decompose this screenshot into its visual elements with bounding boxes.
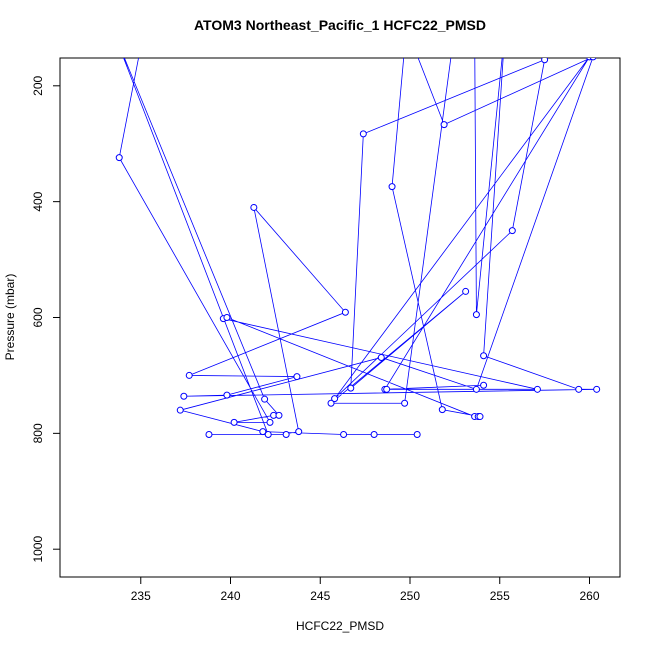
data-point — [472, 385, 480, 393]
x-tick-label: 240 — [220, 589, 240, 603]
y-tick-label: 800 — [31, 423, 45, 443]
data-point — [340, 431, 348, 439]
data-point — [502, 25, 508, 31]
data-point — [401, 399, 409, 407]
data-point — [593, 385, 601, 393]
x-tick-label: 250 — [400, 589, 420, 603]
plot-area — [109, 25, 601, 439]
data-point — [440, 121, 448, 129]
y-axis-title: Pressure (mbar) — [3, 274, 17, 361]
data-point — [589, 58, 597, 61]
data-point — [259, 428, 267, 436]
data-point — [185, 371, 193, 379]
data-point — [327, 399, 335, 407]
data-point — [413, 431, 421, 439]
data-point — [472, 311, 480, 319]
data-point — [295, 428, 303, 436]
data-point — [282, 431, 290, 439]
y-tick-label: 600 — [31, 307, 45, 327]
data-point — [275, 411, 283, 419]
data-point — [476, 413, 484, 421]
y-tick-label: 400 — [31, 191, 45, 211]
data-point — [480, 381, 488, 389]
plot-frame — [59, 57, 621, 578]
data-point — [438, 406, 446, 414]
data-point — [575, 385, 583, 393]
data-point — [293, 373, 301, 381]
data-point — [347, 384, 355, 392]
y-tick-label: 200 — [31, 75, 45, 95]
data-point — [480, 352, 488, 360]
data-point — [176, 406, 184, 414]
data-point — [331, 395, 339, 403]
data-point — [508, 227, 516, 235]
data-point — [141, 25, 147, 31]
x-tick-label: 245 — [310, 589, 330, 603]
data-line — [118, 58, 597, 435]
data-point — [359, 130, 367, 138]
data-point — [115, 154, 123, 162]
data-point — [223, 314, 231, 321]
data-point — [180, 392, 188, 400]
data-point — [370, 431, 378, 439]
data-point — [266, 418, 274, 426]
data-point — [388, 183, 396, 191]
data-point — [223, 391, 231, 399]
data-point — [377, 353, 385, 361]
x-tick-label: 255 — [490, 589, 510, 603]
data-point — [341, 308, 349, 316]
y-tick-label: 1000 — [31, 536, 45, 563]
data-point — [205, 431, 213, 439]
x-tick-label: 235 — [131, 589, 151, 603]
data-point — [109, 25, 115, 31]
x-axis-title: HCFC22_PMSD — [296, 619, 384, 633]
data-point — [541, 58, 549, 64]
data-point — [261, 395, 269, 403]
data-point — [230, 418, 238, 426]
data-point — [250, 203, 258, 211]
chart-title: ATOM3 Northeast_Pacific_1 HCFC22_PMSD — [194, 17, 486, 33]
data-point — [383, 385, 391, 393]
data-point — [533, 385, 541, 393]
x-tick-label: 260 — [579, 589, 599, 603]
data-point — [462, 287, 470, 295]
data-point — [264, 431, 272, 439]
